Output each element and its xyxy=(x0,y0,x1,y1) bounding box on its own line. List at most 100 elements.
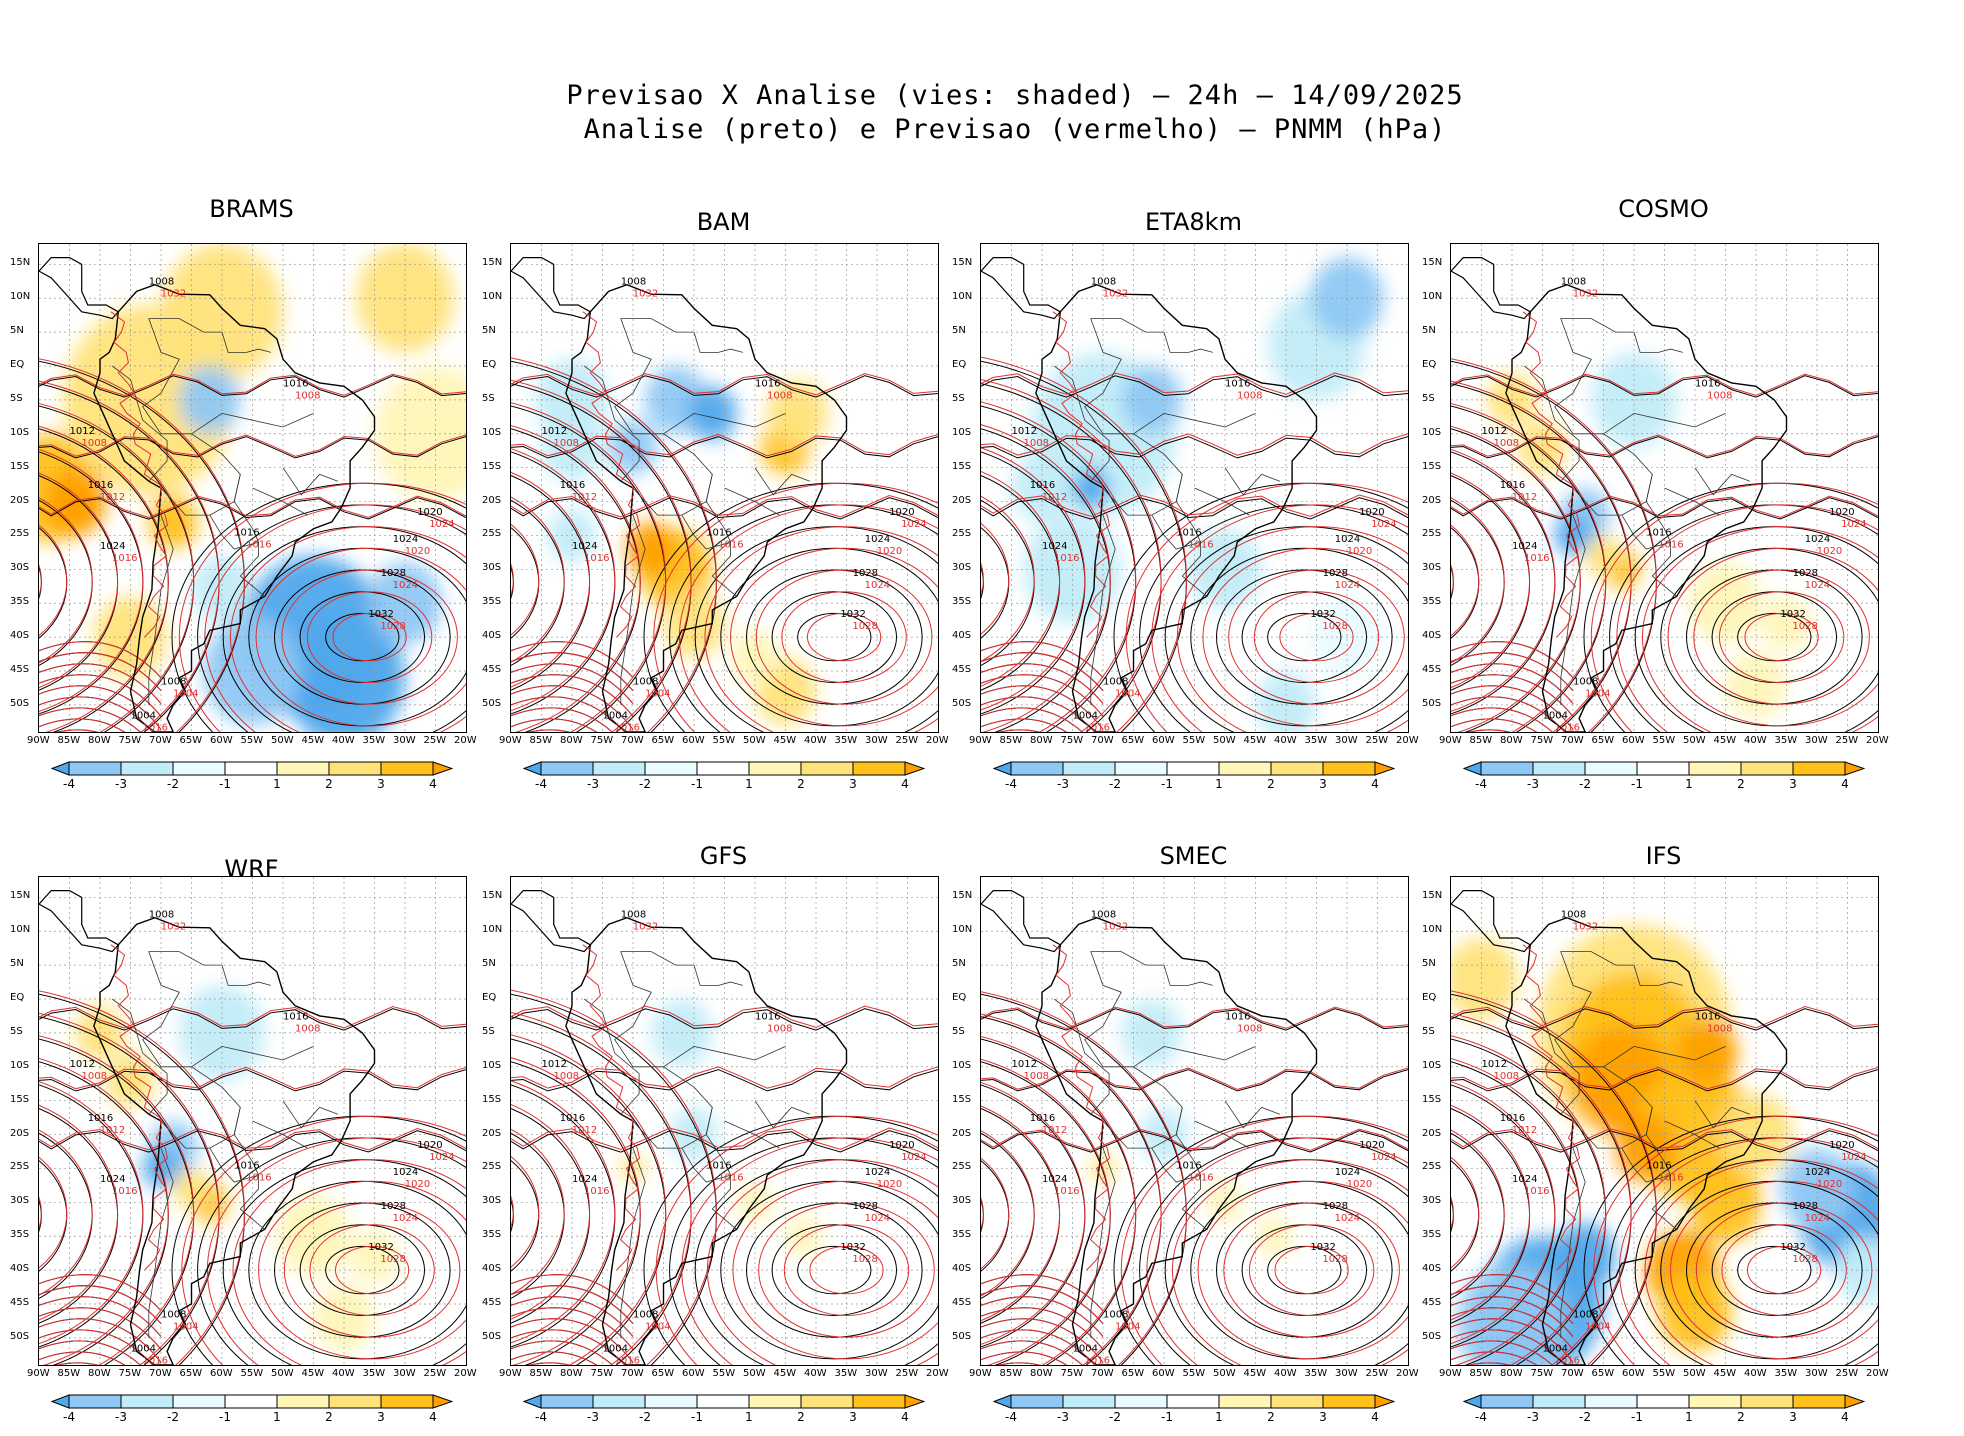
contour-label-analysis: 1024 xyxy=(572,541,597,552)
lon-tick-label: 40W xyxy=(332,735,355,746)
isobar-ring-pacific xyxy=(981,495,1035,662)
isobar-ring xyxy=(1267,612,1342,662)
contour-label-analysis: 1008 xyxy=(161,1310,186,1321)
colorbar-segment xyxy=(592,761,646,776)
isobar-tropical xyxy=(39,1069,466,1092)
colorbar-segment xyxy=(120,1394,174,1409)
contour-label-analysis: 1024 xyxy=(865,534,890,545)
contour-label-analysis: 1024 xyxy=(393,1167,418,1178)
contour-label-analysis: 1008 xyxy=(149,910,174,921)
isobar-tropical xyxy=(1451,436,1878,459)
country-border xyxy=(142,318,241,516)
contour-label-analysis: 1008 xyxy=(621,910,646,921)
country-border xyxy=(663,412,786,435)
contour-label-forecast: 1028 xyxy=(1792,1254,1817,1265)
country-border xyxy=(252,1120,308,1149)
isobar-westerly xyxy=(1451,1307,1574,1350)
isobar-westerly xyxy=(39,1285,162,1325)
colorbar xyxy=(523,761,925,776)
contour-label-analysis: 1032 xyxy=(368,609,393,620)
country-border xyxy=(705,474,731,543)
contour-label-analysis: 1016 xyxy=(1646,1160,1671,1171)
contour-label-analysis: 1016 xyxy=(1030,480,1055,491)
contour-label-analysis: 1008 xyxy=(1091,277,1116,288)
lat-tick-label: EQ xyxy=(10,359,25,370)
bias-shading xyxy=(1090,999,1293,1257)
contour-label-analysis: 1028 xyxy=(381,1201,406,1212)
isobars xyxy=(511,989,938,1365)
lat-tick-label: 35S xyxy=(952,596,972,608)
contour-label-forecast: 1024 xyxy=(429,519,454,530)
colorbar-segment xyxy=(1218,1394,1272,1409)
colorbar-label: -3 xyxy=(115,777,127,791)
isobar-westerly xyxy=(511,1274,634,1312)
isobar-ring xyxy=(655,1115,938,1365)
contour-label-forecast: 1008 xyxy=(1237,390,1262,401)
lon-tick-label: 90W xyxy=(27,1368,50,1379)
south-america-coast xyxy=(93,916,376,1365)
contour-label-analysis: 1016 xyxy=(88,1113,113,1124)
colorbar-label: -2 xyxy=(639,1410,651,1424)
country-border xyxy=(1163,331,1213,353)
contour-label-analysis: 1016 xyxy=(1500,480,1525,491)
isobar-ring xyxy=(230,526,466,732)
lat-tick-label: 15N xyxy=(10,890,31,902)
contour-label-forecast: 1016 xyxy=(112,1186,137,1197)
isobar-ring-pacific xyxy=(511,1156,540,1268)
contour-label-analysis: 1016 xyxy=(560,480,585,491)
isobar-ring-pacific xyxy=(1451,1104,1531,1321)
contour-label-analysis: 1016 xyxy=(1176,1160,1201,1171)
colorbar-label: 2 xyxy=(1737,1410,1745,1424)
isobar-ring-pacific xyxy=(1451,425,1581,732)
isobar-ring-pacific xyxy=(981,562,984,596)
lon-tick-label: 30W xyxy=(865,735,888,746)
contour-label-forecast: 1008 xyxy=(1024,438,1049,449)
lat-tick-label: 15S xyxy=(952,460,972,472)
contour-label-forecast: 1012 xyxy=(572,492,597,503)
isobar-westerly xyxy=(1451,1351,1537,1365)
contour-label-forecast: 1016 xyxy=(143,1355,168,1365)
isobar-ring-pacific xyxy=(39,1129,93,1296)
lat-tick-label: 50S xyxy=(10,1330,30,1342)
country-border xyxy=(1194,1120,1250,1149)
isobar-ring xyxy=(1253,591,1380,684)
contour-label-analysis: 1032 xyxy=(1780,1242,1805,1253)
country-border xyxy=(724,487,780,516)
contour-label-forecast: 1020 xyxy=(1347,1179,1372,1190)
lon-tick-label: 25W xyxy=(1365,735,1389,746)
isobar-ring-pacific xyxy=(981,523,1010,635)
colorbar-segment xyxy=(852,761,906,776)
lat-tick-label: 10S xyxy=(1422,1059,1442,1071)
colorbar-label: 2 xyxy=(797,777,805,791)
isobar-ring xyxy=(1642,526,1878,732)
lon-tick-label: 80W xyxy=(1030,1368,1053,1379)
isobar-ring-pacific xyxy=(511,527,540,639)
contour-label-forecast: 1024 xyxy=(1335,580,1360,591)
isobar-ring xyxy=(1721,1224,1847,1317)
isobar-westerly xyxy=(511,1351,597,1365)
colorbar-label: -3 xyxy=(1057,777,1069,791)
colorbar-segment xyxy=(1374,1394,1395,1409)
contour-label-analysis: 1012 xyxy=(70,426,95,437)
isobar-ring-pacific xyxy=(39,403,195,732)
isobar-ring xyxy=(1670,1180,1878,1360)
isobar-tropical xyxy=(981,433,1408,456)
isobar-ring xyxy=(1151,504,1408,732)
country-border xyxy=(1633,331,1683,353)
isobar-tropical xyxy=(39,434,466,457)
isobar-ring-pacific xyxy=(981,1081,1086,1345)
lat-tick-label: 30S xyxy=(1422,1195,1442,1207)
isobar-ring-pacific xyxy=(511,471,591,688)
colorbar-label: 1 xyxy=(1215,777,1223,791)
isobar-tropical xyxy=(511,1130,938,1153)
isobar-ring xyxy=(1737,1245,1812,1295)
lat-tick-label: 15N xyxy=(10,257,31,269)
contour-label-forecast: 1016 xyxy=(584,553,609,564)
isobar-ring xyxy=(771,591,897,684)
contour-label-analysis: 1016 xyxy=(1500,1113,1525,1124)
contour-label-analysis: 1012 xyxy=(1012,1059,1037,1070)
country-border xyxy=(1645,1107,1671,1176)
isobar-ring-pacific xyxy=(511,1103,591,1320)
lat-tick-label: 25S xyxy=(952,1161,972,1173)
contour-label-analysis: 1016 xyxy=(706,1160,731,1171)
